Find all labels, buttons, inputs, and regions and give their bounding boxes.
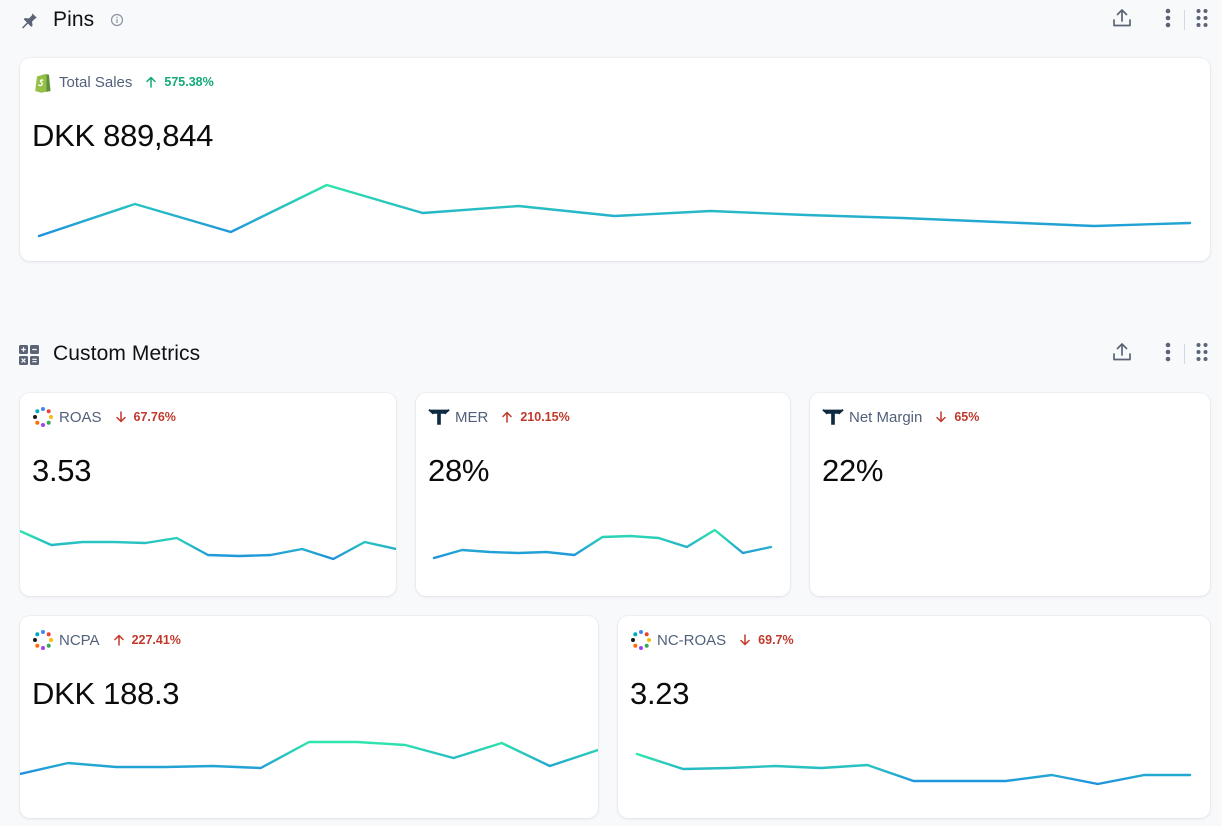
more-options-button[interactable]: [1154, 340, 1182, 368]
upload-icon: [1110, 6, 1134, 35]
drag-handle[interactable]: [1188, 6, 1216, 34]
pins-title: Pins: [53, 8, 95, 31]
metric-name: ROAS: [59, 408, 102, 426]
actions-divider: [1184, 344, 1185, 364]
metric-change: 227.41%: [131, 633, 181, 647]
arrow-up-icon: [500, 410, 514, 424]
trend-sparkline: [20, 529, 396, 561]
metric-card-header: Net Margin 65%: [822, 405, 979, 429]
arrow-down-icon: [738, 633, 752, 647]
metric-name: Total Sales: [59, 73, 133, 91]
triple-whale-icon: [428, 406, 450, 428]
custom-metrics-title: Custom Metrics: [53, 342, 201, 365]
metric-card-net-margin[interactable]: Net Margin 65% 22%: [810, 393, 1210, 596]
drag-handle-icon: [1195, 341, 1209, 368]
sparkline-path: [20, 529, 396, 561]
metric-name: MER: [455, 408, 489, 426]
metric-card-header: NCPA 227.41%: [32, 628, 181, 652]
custom-metrics-section-header: Custom Metrics: [0, 334, 1222, 374]
export-button[interactable]: [1108, 340, 1136, 368]
triple-whale-icon: [822, 406, 844, 428]
metric-change: 67.76%: [133, 410, 176, 424]
metric-value: 3.53: [32, 453, 92, 488]
metric-change: 69.7%: [758, 633, 794, 647]
metric-change: 575.38%: [164, 75, 214, 89]
metric-name: Net Margin: [849, 408, 923, 426]
shopify-icon: [32, 71, 54, 93]
metric-value: 3.23: [630, 676, 690, 711]
pin-icon: [18, 10, 40, 32]
metric-value: DKK 889,844: [32, 118, 214, 153]
arrow-up-icon: [144, 75, 158, 89]
kebab-menu-icon: [1164, 341, 1172, 368]
sparkline-path: [20, 740, 598, 776]
metric-name: NCPA: [59, 631, 100, 649]
trend-sparkline: [20, 740, 598, 776]
drag-handle-icon: [1195, 7, 1209, 34]
trend-sparkline: [635, 752, 1192, 786]
pins-actions: [1062, 6, 1222, 36]
metric-card-nc-roas[interactable]: NC-ROAS 69.7% 3.23: [618, 616, 1210, 818]
metric-card-header: ROAS 67.76%: [32, 405, 176, 429]
sparkline-path: [635, 752, 1192, 786]
dots-ring-icon: [32, 406, 54, 428]
metric-change: 210.15%: [520, 410, 570, 424]
metric-name: NC-ROAS: [657, 631, 727, 649]
trend-sparkline: [37, 183, 1192, 238]
dots-ring-icon: [630, 629, 652, 651]
metric-card-header: Total Sales 575.38%: [32, 70, 214, 94]
info-icon[interactable]: [110, 13, 124, 27]
metric-card-roas[interactable]: ROAS 67.76% 3.53: [20, 393, 396, 596]
pins-section-header: Pins: [0, 0, 1222, 40]
calculator-icon: [18, 344, 40, 366]
metric-card-header: MER 210.15%: [428, 405, 570, 429]
drag-handle[interactable]: [1188, 340, 1216, 368]
arrow-up-icon: [112, 633, 126, 647]
sparkline-path: [37, 183, 1192, 238]
sparkline-path: [432, 528, 773, 560]
metric-value: 22%: [822, 453, 884, 488]
metric-card-total-sales[interactable]: Total Sales 575.38% DKK 889,844: [20, 58, 1210, 261]
actions-divider: [1184, 10, 1185, 30]
metric-value: 28%: [428, 453, 490, 488]
upload-icon: [1110, 340, 1134, 369]
arrow-down-icon: [934, 410, 948, 424]
metric-card-header: NC-ROAS 69.7%: [630, 628, 794, 652]
custom-metrics-actions: [1062, 340, 1222, 370]
metric-change: 65%: [954, 410, 980, 424]
kebab-menu-icon: [1164, 7, 1172, 34]
dots-ring-icon: [32, 629, 54, 651]
metric-card-mer[interactable]: MER 210.15% 28%: [416, 393, 790, 596]
export-button[interactable]: [1108, 6, 1136, 34]
more-options-button[interactable]: [1154, 6, 1182, 34]
trend-sparkline: [432, 528, 773, 560]
metric-card-ncpa[interactable]: NCPA 227.41% DKK 188.3: [20, 616, 598, 818]
arrow-down-icon: [114, 410, 128, 424]
metric-value: DKK 188.3: [32, 676, 180, 711]
